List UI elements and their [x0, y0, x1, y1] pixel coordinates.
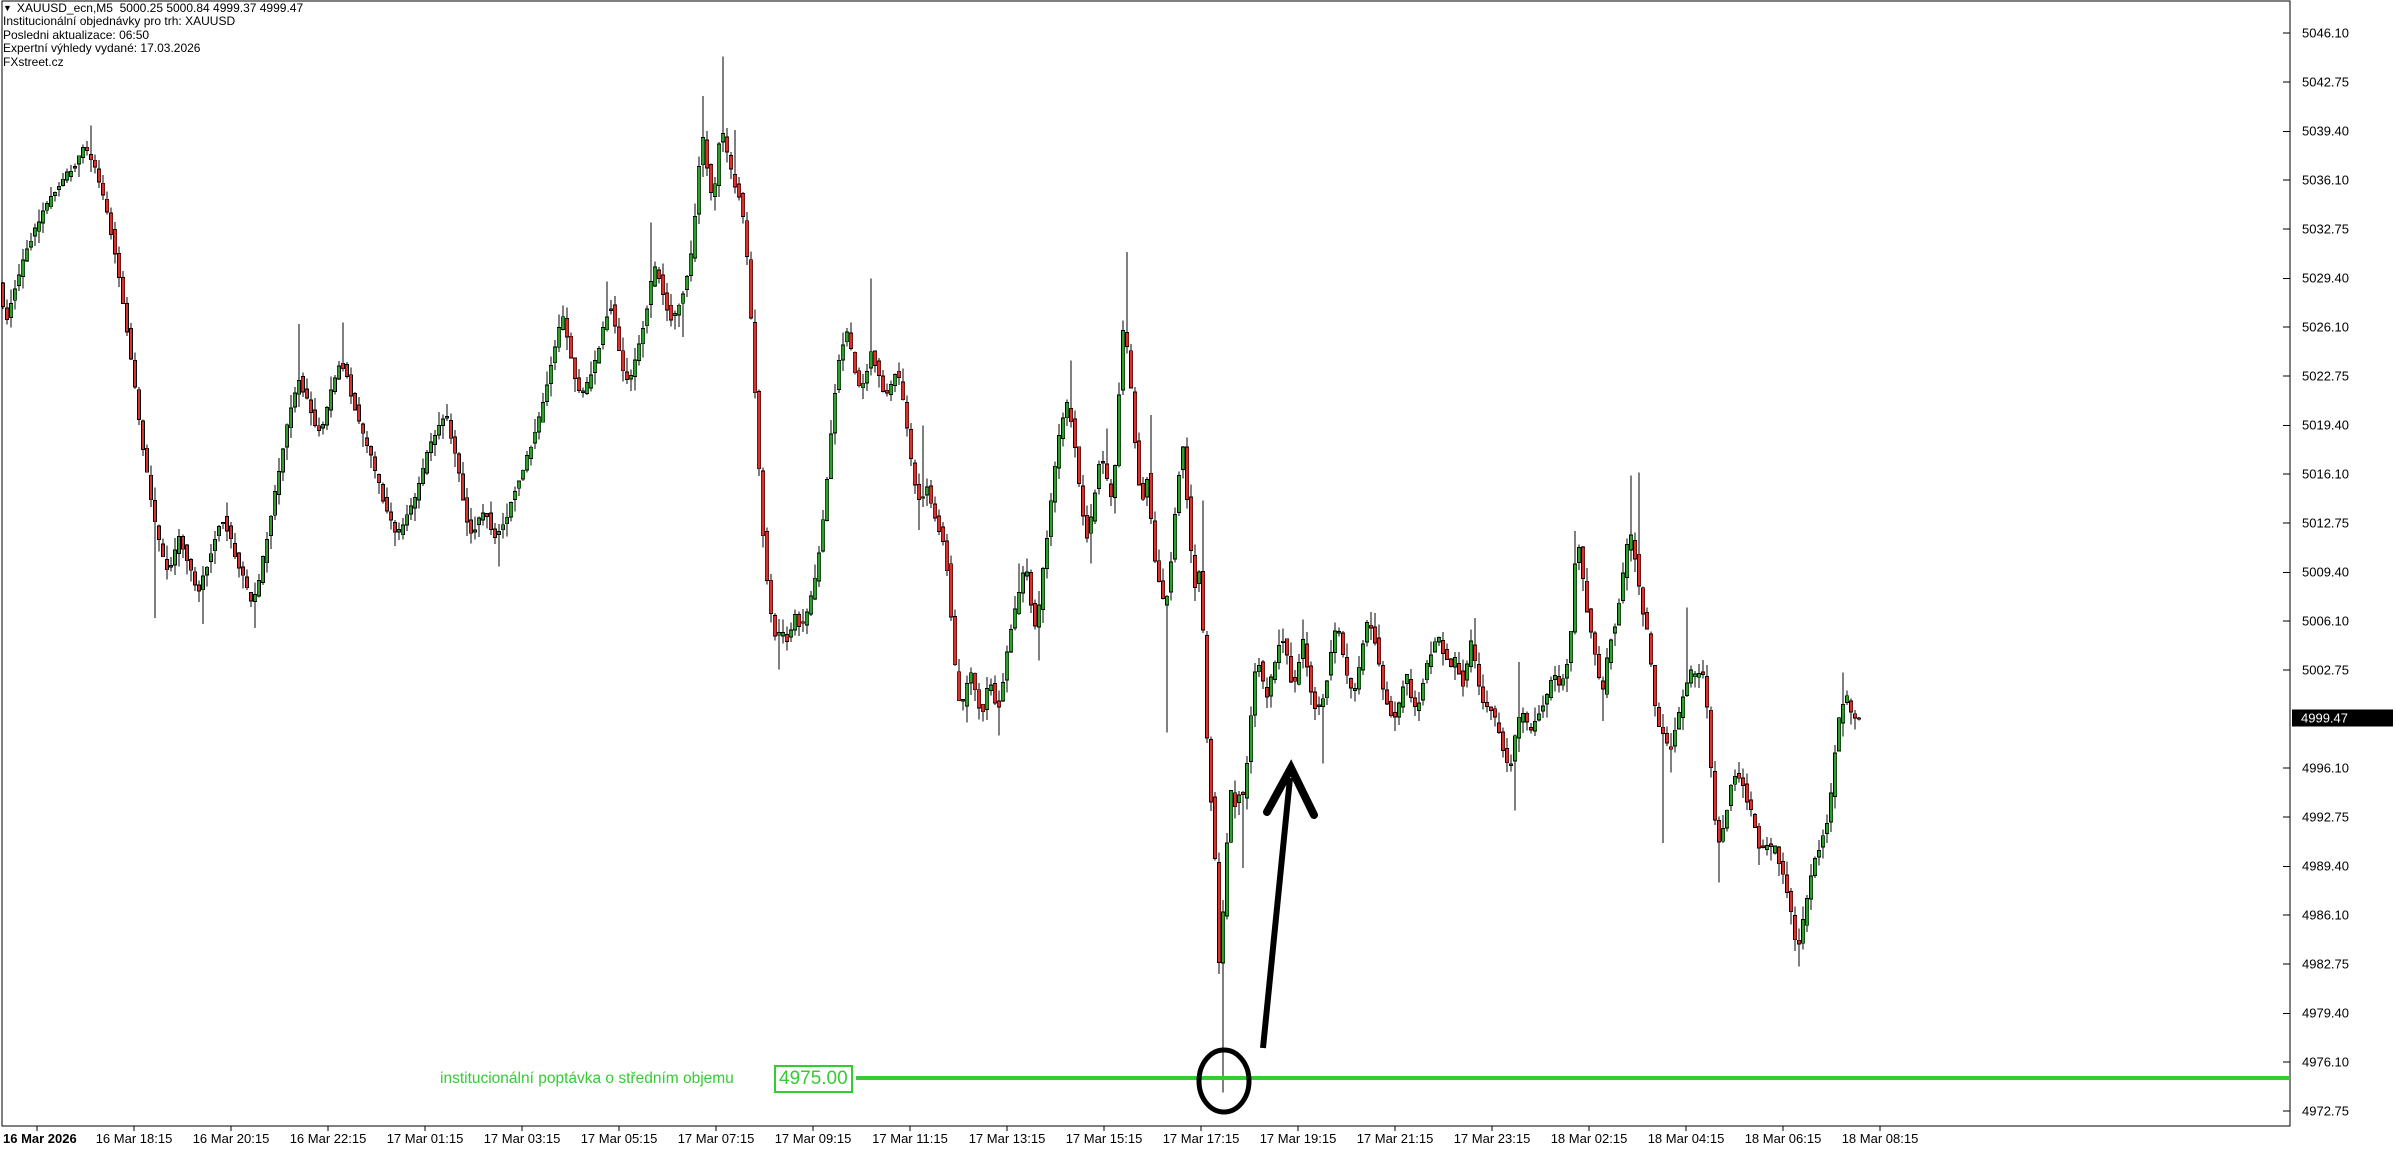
time-tick-label: 16 Mar 2026: [3, 1131, 77, 1146]
price-tick-label: 5006.10: [2302, 613, 2349, 629]
price-tick-label: 5026.10: [2302, 319, 2349, 335]
time-tick-label: 17 Mar 01:15: [386, 1131, 464, 1146]
price-tick-label: 5002.75: [2302, 662, 2349, 678]
time-tick-label: 17 Mar 19:15: [1259, 1131, 1337, 1146]
price-tick-label: 5042.75: [2302, 74, 2349, 90]
ellipse-annotation[interactable]: [1196, 1047, 1252, 1115]
time-tick-label: 17 Mar 13:15: [968, 1131, 1046, 1146]
price-tick-label: 4986.10: [2302, 907, 2349, 923]
price-tick-label: 4989.40: [2302, 858, 2349, 874]
time-tick-label: 17 Mar 09:15: [774, 1131, 852, 1146]
price-tick-label: 4992.75: [2302, 809, 2349, 825]
time-tick-label: 17 Mar 05:15: [580, 1131, 658, 1146]
current-price-tag: 4999.47: [2292, 709, 2393, 727]
price-tick-label: 4976.10: [2302, 1054, 2349, 1070]
time-tick-label: 16 Mar 22:15: [289, 1131, 367, 1146]
symbol-ohlc-text: XAUUSD_ecn,M5 5000.25 5000.84 4999.37 49…: [16, 1, 304, 15]
orders-title: Institucionální objednávky pro trh: XAUU…: [3, 14, 236, 29]
time-tick-label: 18 Mar 02:15: [1550, 1131, 1628, 1146]
price-tick-label: 5022.75: [2302, 368, 2349, 384]
chart-info-overlay: ▼ XAUUSD_ecn,M5 5000.25 5000.84 4999.37 …: [3, 1, 304, 69]
price-tick-label: 5016.10: [2302, 466, 2349, 482]
outlook-date: Expertní výhledy vydané: 17.03.2026: [3, 41, 201, 56]
time-tick-label: 17 Mar 15:15: [1065, 1131, 1143, 1146]
price-tick-label: 4972.75: [2302, 1103, 2349, 1119]
time-tick-label: 16 Mar 20:15: [192, 1131, 270, 1146]
time-tick-label: 17 Mar 03:15: [483, 1131, 561, 1146]
demand-zone-label: institucionální poptávka o středním obje…: [440, 1069, 734, 1087]
price-tick-label: 5036.10: [2302, 172, 2349, 188]
time-tick-label: 18 Mar 08:15: [1841, 1131, 1919, 1146]
time-tick-label: 17 Mar 21:15: [1356, 1131, 1434, 1146]
time-tick-label: 17 Mar 23:15: [1453, 1131, 1531, 1146]
time-tick-label: 16 Mar 18:15: [95, 1131, 173, 1146]
price-tick-label: 5009.40: [2302, 564, 2349, 580]
price-tick-label: 4996.10: [2302, 760, 2349, 776]
price-tick-label: 4979.40: [2302, 1005, 2349, 1021]
price-tick-label: 5019.40: [2302, 417, 2349, 433]
symbol-ohlc-line: ▼ XAUUSD_ecn,M5 5000.25 5000.84 4999.37 …: [3, 1, 304, 15]
last-update: Posledni aktualizace: 06:50: [3, 27, 150, 42]
price-tick-label: 4982.75: [2302, 956, 2349, 972]
time-tick-label: 17 Mar 07:15: [677, 1131, 755, 1146]
time-tick-label: 17 Mar 11:15: [872, 1131, 948, 1146]
price-tick-label: 5012.75: [2302, 515, 2349, 531]
time-tick-label: 18 Mar 04:15: [1647, 1131, 1725, 1146]
price-tick-label: 5039.40: [2302, 123, 2349, 139]
arrow-annotation[interactable]: [1260, 759, 1318, 1049]
price-tick-label: 5046.10: [2302, 25, 2349, 41]
price-tick-label: 5029.40: [2302, 270, 2349, 286]
ohlc-collapse-icon[interactable]: ▼: [3, 3, 12, 14]
time-tick-label: 18 Mar 06:15: [1744, 1131, 1822, 1146]
time-tick-label: 17 Mar 17:15: [1162, 1131, 1240, 1146]
source-credit: FXstreet.cz: [3, 54, 64, 69]
price-tick-label: 5032.75: [2302, 221, 2349, 237]
demand-level-price-box[interactable]: 4975.00: [774, 1064, 853, 1093]
